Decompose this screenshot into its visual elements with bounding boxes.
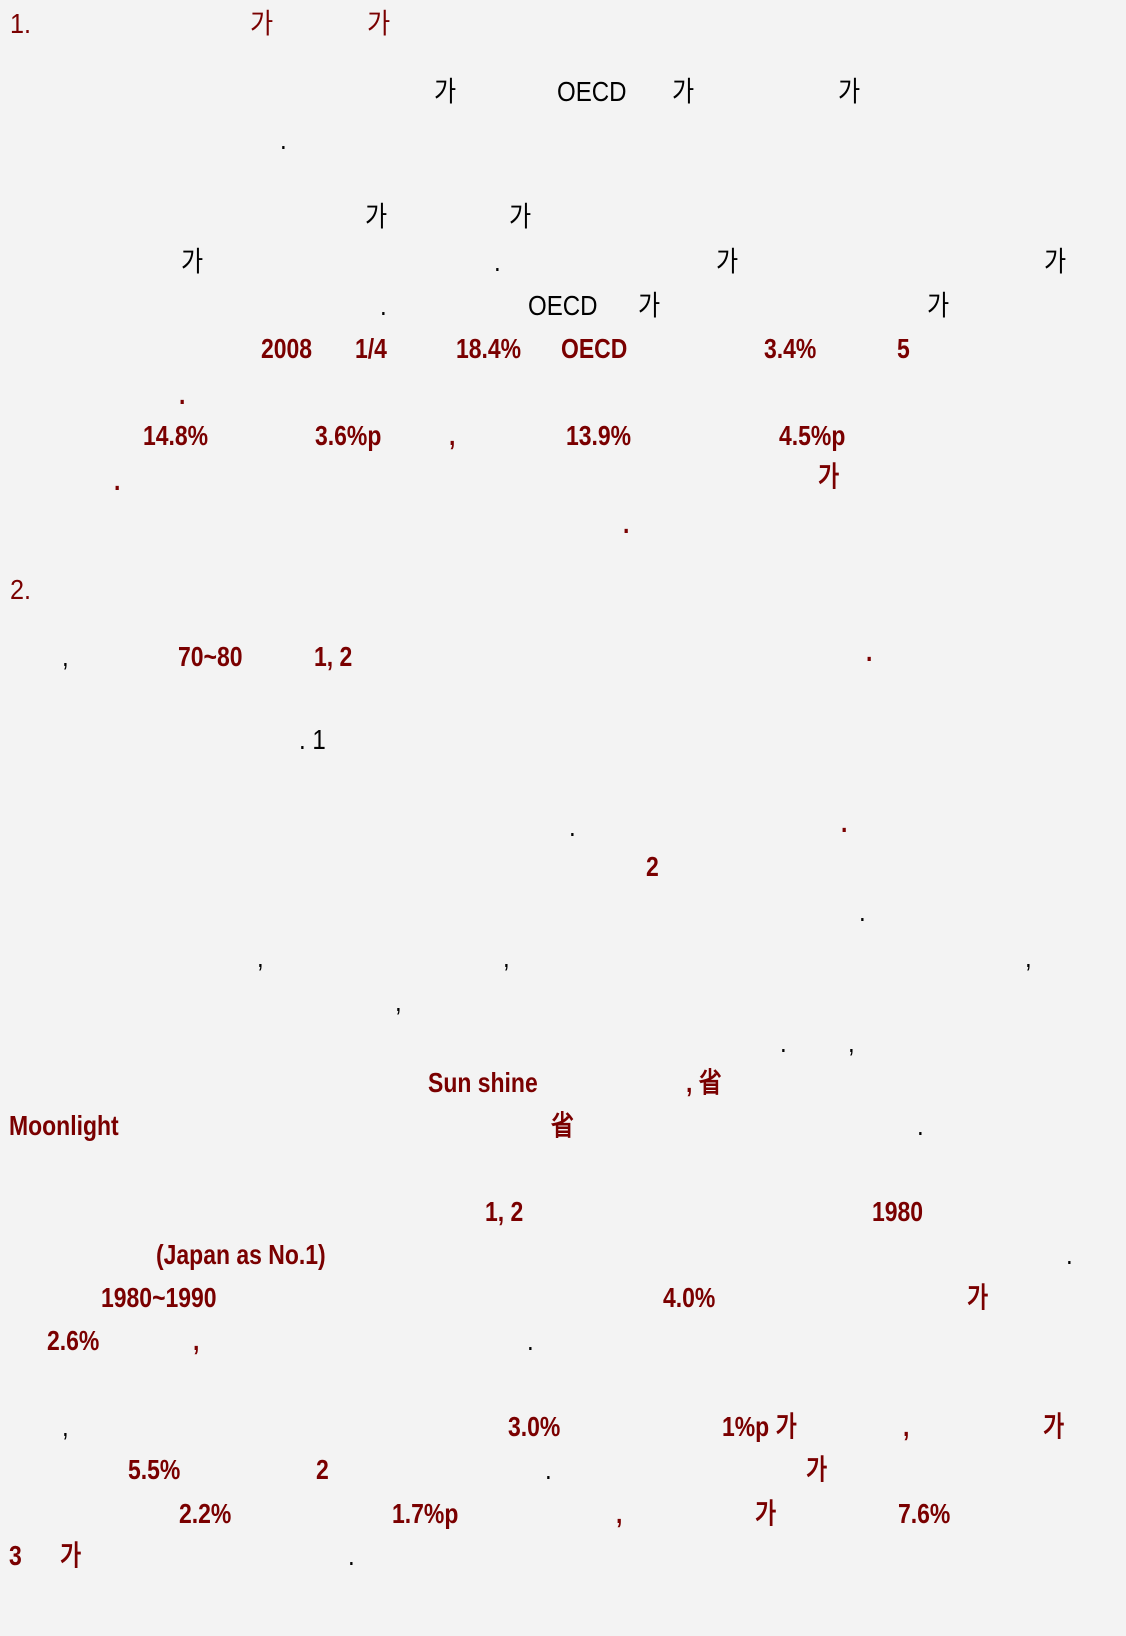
emphasis-text: 3.0% — [508, 1411, 561, 1442]
body-text: , — [62, 1411, 69, 1442]
emphasis-text: 1%p 가 — [722, 1411, 797, 1442]
emphasis-text: . — [866, 636, 873, 667]
body-text: . 1 — [299, 724, 326, 755]
emphasis-text: (Japan as No.1) — [156, 1239, 326, 1270]
emphasis-text: 3.6%p — [315, 420, 382, 451]
emphasis-text: . — [179, 379, 186, 410]
emphasis-text: 가 — [806, 1454, 828, 1485]
body-text: 가 — [716, 246, 739, 277]
body-text: OECD — [528, 290, 598, 321]
body-text: . — [1066, 1239, 1073, 1270]
section-2-number: 2. — [10, 574, 32, 605]
emphasis-text: 7.6% — [898, 1498, 951, 1529]
body-text: . — [780, 1027, 787, 1058]
section-1-heading-text: 가 — [367, 8, 391, 39]
emphasis-text: , — [193, 1325, 200, 1356]
emphasis-text: 2.6% — [47, 1325, 100, 1356]
emphasis-text: 省 — [551, 1110, 574, 1141]
body-text: 가 — [1044, 246, 1067, 277]
emphasis-text: 가 — [818, 461, 840, 492]
body-text: , — [503, 942, 510, 973]
section-1-heading-text: 가 — [250, 8, 274, 39]
emphasis-text: 1980~1990 — [101, 1282, 217, 1313]
body-text: 가 — [838, 76, 861, 107]
emphasis-text: Moonlight — [9, 1110, 119, 1141]
body-text: , — [848, 1027, 855, 1058]
emphasis-text: 4.0% — [663, 1282, 716, 1313]
body-text: . — [280, 124, 287, 155]
body-text: , — [62, 641, 69, 672]
emphasis-text: 5.5% — [128, 1454, 181, 1485]
body-text: 가 — [365, 201, 388, 232]
emphasis-text: . — [623, 508, 630, 539]
body-text: 가 — [927, 290, 950, 321]
emphasis-text: 가 — [1043, 1411, 1065, 1442]
emphasis-text: , — [449, 420, 456, 451]
emphasis-text: 1, 2 — [314, 641, 353, 672]
emphasis-text: 18.4% — [456, 333, 522, 364]
emphasis-text: 가 — [967, 1282, 989, 1313]
body-text: , — [395, 986, 402, 1017]
body-text: 가 — [509, 201, 532, 232]
emphasis-text: 2 — [316, 1454, 329, 1485]
emphasis-text: , — [903, 1411, 910, 1442]
emphasis-text: 13.9% — [566, 420, 632, 451]
body-text: . — [348, 1540, 355, 1571]
body-text: 가 — [181, 246, 204, 277]
emphasis-text: 70~80 — [178, 641, 243, 672]
body-text: , — [257, 942, 264, 973]
emphasis-text: OECD — [561, 333, 628, 364]
body-text: OECD — [557, 76, 627, 107]
body-text: 가 — [672, 76, 695, 107]
body-text: 가 — [434, 76, 457, 107]
body-text: . — [494, 246, 501, 277]
body-text: . — [380, 290, 387, 321]
emphasis-text: 가 — [60, 1540, 82, 1571]
emphasis-text: 3 — [9, 1540, 22, 1571]
emphasis-text: 2008 — [261, 333, 313, 364]
emphasis-text: , — [616, 1498, 623, 1529]
body-text: 가 — [638, 290, 661, 321]
body-text: . — [859, 896, 866, 927]
emphasis-text: Sun shine — [428, 1067, 538, 1098]
emphasis-text: 14.8% — [143, 420, 209, 451]
body-text: . — [569, 811, 576, 842]
body-text: . — [917, 1110, 924, 1141]
emphasis-text: 2.2% — [179, 1498, 232, 1529]
body-text: . — [527, 1325, 534, 1356]
emphasis-text: . — [114, 465, 121, 496]
section-1-number: 1. — [10, 8, 32, 39]
emphasis-text: 가 — [755, 1498, 777, 1529]
emphasis-text: . — [841, 807, 848, 838]
emphasis-text: 4.5%p — [779, 420, 846, 451]
body-text: , — [1025, 942, 1032, 973]
emphasis-text: 2 — [646, 851, 659, 882]
emphasis-text: 1, 2 — [485, 1196, 524, 1227]
emphasis-text: 5 — [897, 333, 910, 364]
emphasis-text: 1/4 — [355, 333, 387, 364]
emphasis-text: 1980 — [872, 1196, 924, 1227]
emphasis-text: , 省 — [686, 1067, 722, 1098]
emphasis-text: 1.7%p — [392, 1498, 459, 1529]
emphasis-text: 3.4% — [764, 333, 817, 364]
body-text: . — [545, 1454, 552, 1485]
